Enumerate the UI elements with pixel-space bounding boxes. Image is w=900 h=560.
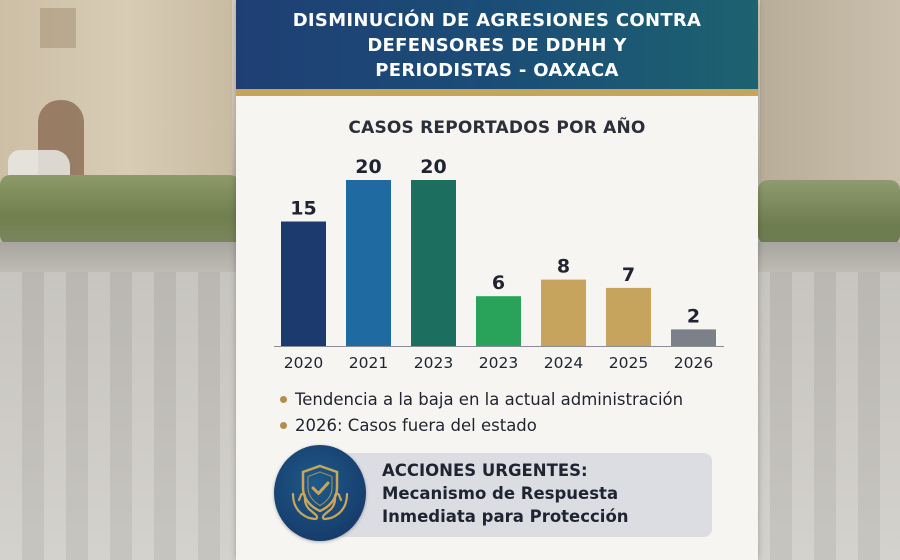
note-text: Tendencia a la baja en la actual adminis… [295, 389, 684, 409]
note-item: 2026: Casos fuera del estado [280, 412, 740, 438]
data-label-3: 6 [492, 272, 505, 294]
x-tick-label-5: 2025 [609, 354, 648, 372]
urgent-actions-box: ACCIONES URGENTES: Mecanismo de Respuest… [272, 443, 714, 541]
hedge-right [758, 180, 900, 245]
bar-2 [411, 180, 456, 346]
note-text: 2026: Casos fuera del estado [295, 415, 537, 435]
urgent-actions-line-2: Inmediata para Protección [382, 507, 629, 526]
urgent-actions-panel [334, 453, 712, 537]
urgent-actions-line-1: Mecanismo de Respuesta [382, 484, 619, 503]
shield-check-hands-icon [274, 445, 366, 541]
hedge-left [0, 175, 240, 245]
header-title-line-1: DISMINUCIÓN DE AGRESIONES CONTRA [292, 10, 702, 31]
x-tick-label-2: 2023 [414, 354, 453, 372]
data-label-4: 8 [557, 256, 570, 278]
bar-3 [476, 296, 521, 346]
poster-header: DISMINUCIÓN DE AGRESIONES CONTRA DEFENSO… [236, 0, 758, 96]
data-label-0: 15 [290, 198, 316, 220]
x-tick-label-3: 2023 [479, 354, 518, 372]
urgent-actions-text: ACCIONES URGENTES: Mecanismo de Respuest… [382, 459, 712, 528]
bar-6 [671, 329, 716, 346]
data-label-2: 20 [420, 156, 446, 178]
notes-list: Tendencia a la baja en la actual adminis… [280, 386, 740, 438]
data-label-1: 20 [355, 156, 381, 178]
bullet-dot-icon [280, 395, 287, 403]
data-label-6: 2 [687, 305, 700, 327]
building-right [760, 0, 900, 190]
header-title-line-3: PERIODISTAS - OAXACA [375, 60, 619, 81]
data-label-5: 7 [622, 264, 635, 286]
poster-board: DISMINUCIÓN DE AGRESIONES CONTRA DEFENSO… [236, 0, 758, 560]
x-tick-label-4: 2024 [544, 354, 583, 372]
bar-4 [541, 279, 586, 346]
x-tick-label-1: 2021 [349, 354, 388, 372]
header-title-line-2: DEFENSORES DE DDHH Y [367, 35, 627, 56]
x-tick-label-0: 2020 [284, 354, 323, 372]
urgent-actions-heading: ACCIONES URGENTES: [382, 461, 588, 480]
bar-5 [606, 287, 651, 346]
bullet-dot-icon [280, 421, 287, 429]
x-tick-label-6: 2026 [674, 354, 713, 372]
bar-0 [281, 221, 326, 346]
bar-1 [346, 180, 391, 346]
chart-title: CASOS REPORTADOS POR AÑO [348, 118, 646, 138]
note-item: Tendencia a la baja en la actual adminis… [280, 386, 740, 412]
